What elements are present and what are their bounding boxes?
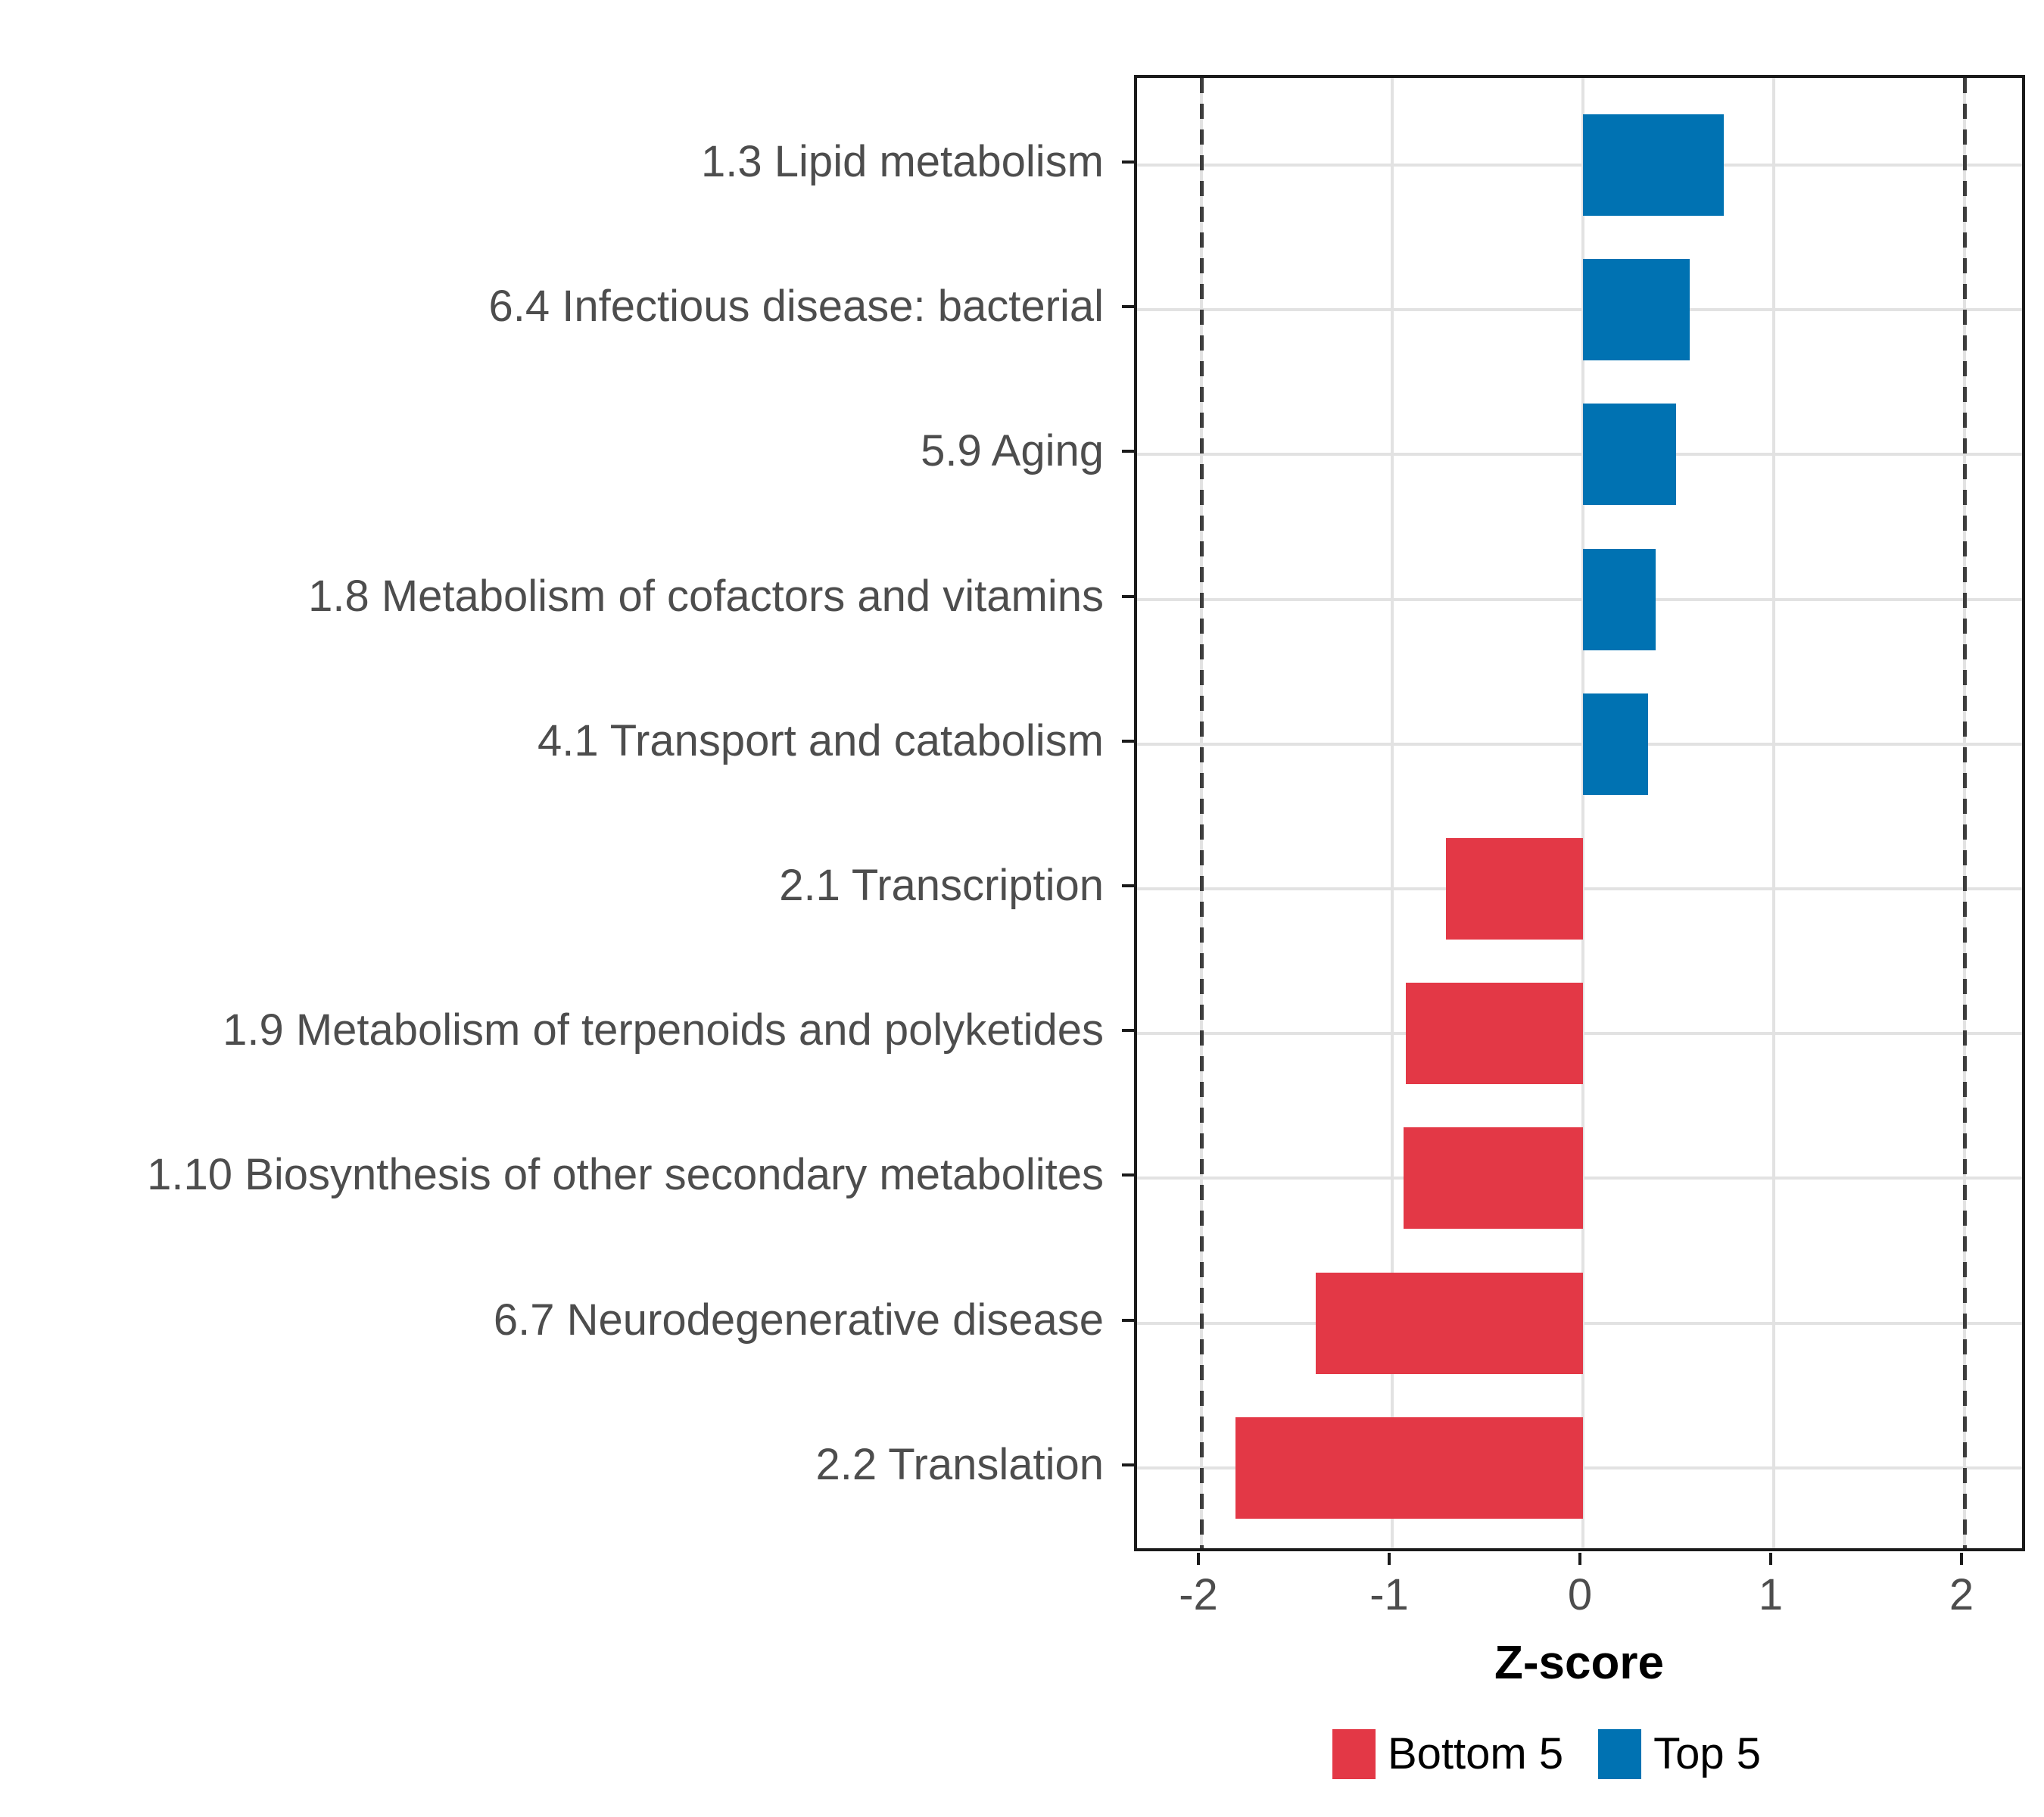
x-axis-label: 2 bbox=[1949, 1570, 1974, 1619]
legend-label: Bottom 5 bbox=[1388, 1729, 1564, 1778]
y-axis-tick bbox=[1122, 594, 1134, 598]
y-axis-label: 6.7 Neurodegenerative disease bbox=[493, 1295, 1104, 1345]
dashed-reference-line bbox=[1962, 78, 1967, 1548]
x-axis-tick bbox=[1578, 1553, 1581, 1565]
x-axis-tick bbox=[1769, 1553, 1772, 1565]
x-axis-label: 0 bbox=[1567, 1570, 1593, 1619]
legend-swatch bbox=[1332, 1729, 1376, 1779]
bar bbox=[1583, 114, 1725, 216]
x-axis-label: -2 bbox=[1179, 1570, 1218, 1619]
y-axis-tick bbox=[1122, 161, 1134, 164]
bar bbox=[1583, 693, 1648, 795]
y-axis-label: 2.1 Transcription bbox=[779, 861, 1104, 910]
x-axis-title: Z-score bbox=[1494, 1637, 1664, 1689]
y-axis-label: 4.1 Transport and catabolism bbox=[537, 715, 1104, 765]
x-axis-label: 1 bbox=[1758, 1570, 1784, 1619]
y-axis-tick bbox=[1122, 884, 1134, 887]
bar bbox=[1235, 1417, 1583, 1519]
plot-panel bbox=[1134, 75, 2025, 1551]
horizontal-gridline bbox=[1137, 453, 2022, 457]
y-axis-tick bbox=[1122, 739, 1134, 743]
y-axis-label: 1.3 Lipid metabolism bbox=[701, 137, 1104, 186]
y-axis-label: 1.10 Biosynthesis of other secondary met… bbox=[147, 1150, 1104, 1200]
vertical-gridline bbox=[1391, 78, 1394, 1548]
horizontal-gridline bbox=[1137, 308, 2022, 312]
y-axis-tick bbox=[1122, 1463, 1134, 1466]
y-axis-label: 1.8 Metabolism of cofactors and vitamins bbox=[308, 571, 1104, 621]
legend-item: Bottom 5 bbox=[1332, 1729, 1563, 1779]
y-axis-tick bbox=[1122, 1318, 1134, 1322]
bar bbox=[1404, 1127, 1583, 1230]
horizontal-gridline bbox=[1137, 597, 2022, 601]
bar bbox=[1583, 404, 1677, 506]
bar bbox=[1583, 548, 1656, 650]
bar bbox=[1583, 259, 1690, 361]
y-axis-tick bbox=[1122, 1173, 1134, 1177]
horizontal-gridline bbox=[1137, 742, 2022, 746]
y-axis-tick bbox=[1122, 305, 1134, 309]
y-axis-tick bbox=[1122, 450, 1134, 453]
x-axis-tick bbox=[1197, 1553, 1200, 1565]
bar bbox=[1445, 838, 1583, 940]
legend-label: Top 5 bbox=[1653, 1729, 1762, 1778]
vertical-gridline bbox=[1772, 78, 1775, 1548]
y-axis-label: 2.2 Translation bbox=[815, 1439, 1104, 1489]
bar bbox=[1316, 1272, 1583, 1374]
vertical-gridline bbox=[1581, 78, 1584, 1548]
x-axis-tick bbox=[1388, 1553, 1391, 1565]
legend-item: Top 5 bbox=[1598, 1729, 1761, 1779]
x-axis-label: -1 bbox=[1369, 1570, 1409, 1619]
dashed-reference-line bbox=[1199, 78, 1204, 1548]
y-axis-label: 1.9 Metabolism of terpenoids and polyket… bbox=[223, 1005, 1104, 1055]
horizontal-gridline bbox=[1137, 164, 2022, 167]
y-axis-label: 5.9 Aging bbox=[921, 426, 1104, 476]
bar bbox=[1405, 983, 1583, 1085]
y-axis-tick bbox=[1122, 1029, 1134, 1033]
x-axis-tick bbox=[1960, 1553, 1963, 1565]
y-axis-label: 6.4 Infectious disease: bacterial bbox=[488, 282, 1104, 332]
legend: Bottom 5 Top 5 bbox=[1332, 1729, 1761, 1779]
legend-swatch bbox=[1598, 1729, 1642, 1779]
